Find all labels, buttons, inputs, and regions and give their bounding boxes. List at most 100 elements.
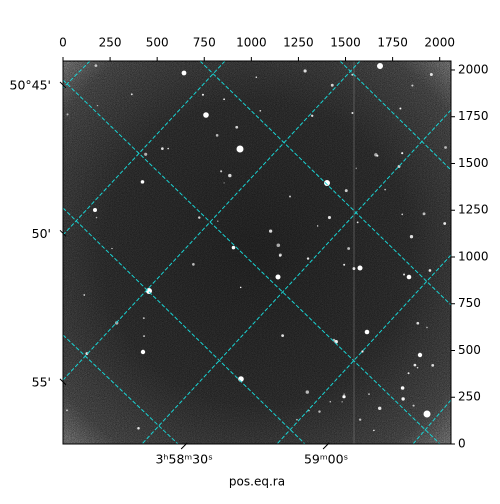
- star: [373, 429, 375, 432]
- star: [239, 286, 242, 289]
- star: [275, 274, 281, 280]
- star: [384, 188, 386, 191]
- dec-tick-label: 50°45': [10, 77, 52, 92]
- star: [111, 247, 113, 250]
- star: [330, 83, 334, 87]
- x-tick-label: 250: [99, 36, 122, 50]
- star: [444, 146, 447, 149]
- ra-tick-label: 59ᵐ00ˢ: [304, 452, 348, 467]
- star: [143, 335, 145, 338]
- star: [316, 225, 319, 227]
- grid-line: [276, 254, 451, 444]
- star: [368, 393, 370, 395]
- star: [140, 349, 146, 355]
- y-tick-label: 1000: [458, 249, 489, 263]
- star: [356, 221, 359, 224]
- star: [130, 93, 133, 96]
- star: [308, 410, 310, 412]
- ra-tick-label: 3ʰ58ᵐ30ˢ: [155, 452, 212, 467]
- star: [142, 317, 145, 319]
- ra-tick: [180, 442, 188, 450]
- y-tick-label: 2000: [458, 62, 489, 76]
- star: [235, 125, 239, 129]
- star: [417, 352, 423, 358]
- star: [377, 63, 383, 69]
- star: [223, 98, 225, 101]
- star: [192, 263, 195, 266]
- grid-line: [63, 207, 306, 444]
- star: [361, 350, 364, 353]
- star: [401, 213, 404, 216]
- star: [422, 212, 426, 216]
- star: [431, 363, 435, 367]
- x-axis-label: pos.eq.ra: [229, 475, 285, 489]
- star: [137, 426, 140, 430]
- star: [443, 222, 447, 225]
- star: [83, 294, 86, 296]
- star: [181, 70, 187, 76]
- star: [412, 404, 415, 407]
- star: [329, 400, 332, 403]
- star: [306, 257, 310, 260]
- star: [305, 390, 310, 394]
- star: [201, 93, 204, 96]
- star: [403, 273, 406, 276]
- x-tick-label: 750: [193, 36, 216, 50]
- star: [409, 235, 414, 239]
- grid-line: [63, 61, 91, 89]
- star: [411, 84, 414, 87]
- star: [428, 269, 432, 272]
- star: [281, 334, 285, 338]
- star: [413, 363, 417, 367]
- star: [429, 72, 433, 76]
- star: [217, 220, 219, 222]
- dec-tick: [59, 229, 67, 237]
- y-tick-label: 750: [458, 296, 481, 310]
- y-tick-label: 1250: [458, 203, 489, 217]
- grid-line: [141, 109, 451, 444]
- sky-image: [63, 61, 451, 444]
- star: [406, 274, 412, 280]
- star: [401, 152, 404, 155]
- image-noise: [63, 61, 451, 444]
- star: [96, 104, 99, 107]
- star: [357, 265, 363, 271]
- star: [318, 410, 321, 413]
- star: [278, 253, 282, 257]
- star: [358, 418, 362, 421]
- star: [289, 195, 292, 198]
- grid-line: [412, 399, 451, 444]
- y-tick-label: 250: [458, 390, 481, 404]
- star: [95, 216, 98, 219]
- star: [347, 247, 351, 250]
- star: [66, 409, 68, 412]
- star: [203, 112, 209, 118]
- star: [231, 245, 236, 250]
- star: [268, 229, 273, 233]
- star: [407, 372, 410, 375]
- star: [94, 64, 98, 67]
- coordinate-grid: [63, 61, 451, 444]
- star: [344, 189, 348, 193]
- star: [426, 326, 428, 329]
- x-tick-label: 500: [146, 36, 169, 50]
- dec-tick: [59, 378, 67, 386]
- star: [220, 170, 223, 173]
- grid-line: [63, 61, 226, 236]
- x-tick-label: 0: [59, 36, 67, 50]
- star: [364, 329, 370, 335]
- x-tick-label: 1500: [330, 36, 361, 50]
- star: [255, 76, 258, 79]
- y-tick-label: 500: [458, 343, 481, 357]
- star: [400, 386, 405, 390]
- star: [228, 173, 232, 178]
- star: [276, 243, 281, 248]
- star: [416, 367, 419, 369]
- star: [310, 114, 314, 117]
- dec-tick-label: 55': [32, 374, 51, 389]
- star: [401, 397, 405, 401]
- star: [259, 109, 262, 112]
- star: [342, 395, 346, 399]
